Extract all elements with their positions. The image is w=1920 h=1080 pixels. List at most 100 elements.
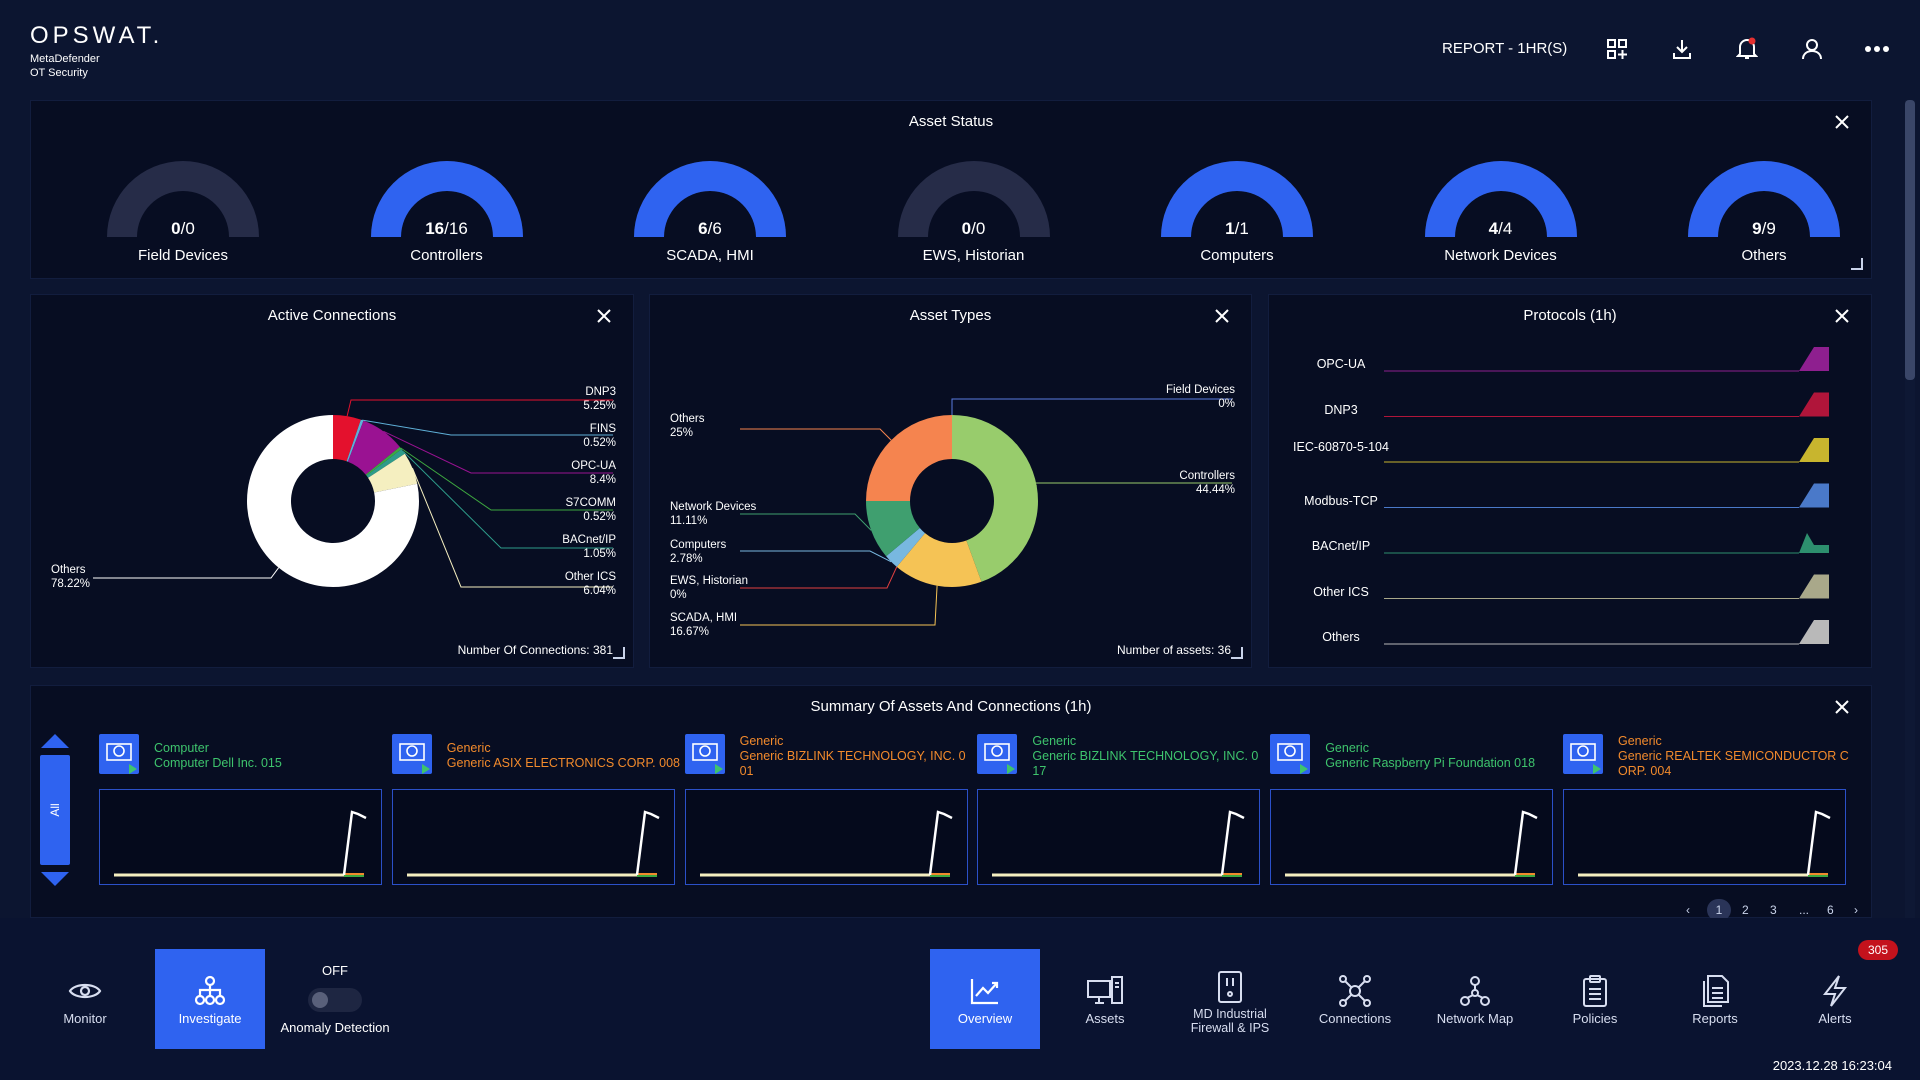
resize-handle[interactable]: [1851, 258, 1863, 270]
slice-network-devices: [866, 501, 920, 557]
nav-alerts[interactable]: Alerts: [1780, 949, 1890, 1049]
asset-card-title[interactable]: Generic Generic REALTEK SEMICONDUCTOR C O…: [1618, 734, 1849, 778]
pager-page-last[interactable]: 6: [1827, 903, 1834, 917]
asset-sparkline-chart[interactable]: [99, 789, 382, 885]
nav-connections[interactable]: Connections: [1300, 949, 1410, 1049]
gauge-3[interactable]: 0/0 EWS, Historian: [874, 161, 1074, 264]
close-icon[interactable]: [595, 307, 613, 325]
lightning-icon: [1780, 971, 1890, 1011]
assets-count: Number of assets: 36: [1116, 643, 1231, 657]
computer-icon: [1050, 971, 1160, 1011]
nav-policies-label: Policies: [1572, 1011, 1618, 1026]
close-icon[interactable]: [1833, 698, 1851, 716]
asset-type-icon[interactable]: [1563, 734, 1603, 774]
close-icon[interactable]: [1833, 307, 1851, 325]
protocol-name: OPC-UA: [1316, 357, 1366, 371]
gauge-0[interactable]: 0/0 Field Devices: [83, 161, 283, 264]
asset-card-title[interactable]: Generic Generic ASIX ELECTRONICS CORP. 00…: [446, 741, 680, 770]
gauge-4[interactable]: 1/1 Computers: [1137, 161, 1337, 264]
gauge-value: 0/0: [171, 219, 195, 238]
product-line-1: MetaDefender: [30, 53, 100, 65]
logo: OPSWAT. MetaDefender OT Security: [30, 22, 163, 80]
protocol-name: IEC-60870-5-104: [1293, 440, 1389, 454]
pager-page-3[interactable]: 3: [1770, 903, 1777, 917]
slice-controllers: [952, 415, 1038, 582]
protocol-sparkline: [1799, 483, 1829, 508]
hierarchy-icon: [1420, 971, 1530, 1011]
pager-next[interactable]: ›: [1854, 903, 1858, 917]
nav-reports[interactable]: Reports: [1660, 949, 1770, 1049]
user-icon[interactable]: [1799, 36, 1825, 62]
asset-sparkline-chart[interactable]: [684, 789, 968, 885]
asset-type-icon[interactable]: [391, 734, 432, 774]
bell-icon[interactable]: [1734, 36, 1760, 62]
protocol-sparkline: [1799, 533, 1829, 553]
panel-title: Asset Status: [908, 113, 994, 130]
nav-firewall[interactable]: MD Industrial Firewall & IPS: [1175, 949, 1285, 1049]
nav-firewall-label-1: MD Industrial: [1193, 1007, 1267, 1021]
gauge-arc: [1161, 161, 1313, 237]
asset-type-icon[interactable]: [99, 734, 139, 774]
scroll-down-icon[interactable]: [40, 871, 70, 887]
panel-title: Summary Of Assets And Connections (1h): [810, 698, 1092, 715]
gauge-2[interactable]: 6/6 SCADA, HMI: [610, 161, 810, 264]
resize-handle[interactable]: [1231, 647, 1243, 659]
scroll-up-icon[interactable]: [40, 733, 70, 749]
leader-line: [951, 398, 1232, 415]
asset-card-title[interactable]: Generic Generic BIZLINK TECHNOLOGY, INC. …: [1032, 734, 1259, 778]
slice-others: [866, 415, 952, 501]
gauge-6[interactable]: 9/9 Others: [1664, 161, 1864, 264]
close-icon[interactable]: [1833, 113, 1851, 131]
leader-line: [362, 419, 613, 436]
slice-label: DNP3 5.25%: [583, 386, 616, 412]
gauge-label: Others: [1741, 247, 1787, 264]
slice-computers: [886, 527, 926, 567]
nav-overview[interactable]: Overview: [930, 949, 1040, 1049]
gauge-5[interactable]: 4/4 Network Devices: [1401, 161, 1601, 264]
apps-add-icon[interactable]: [1604, 36, 1630, 62]
asset-type-icon[interactable]: [684, 734, 725, 774]
nav-monitor[interactable]: Monitor: [30, 949, 140, 1049]
gauge-arc: [107, 161, 259, 237]
filter-all-label: All: [48, 803, 62, 817]
nav-overview-label: Overview: [957, 1011, 1013, 1026]
filter-all-button[interactable]: All: [40, 755, 70, 865]
asset-sparkline-chart[interactable]: [977, 789, 1261, 885]
close-icon[interactable]: [1213, 307, 1231, 325]
slice-fins: [346, 419, 364, 462]
asset-sparkline-chart[interactable]: [1563, 789, 1846, 885]
nav-network-map[interactable]: Network Map: [1420, 949, 1530, 1049]
resize-handle[interactable]: [613, 647, 625, 659]
asset-card-title[interactable]: Computer Computer Dell Inc. 015: [154, 741, 282, 770]
download-icon[interactable]: [1669, 36, 1695, 62]
asset-types-chart: [740, 398, 1232, 626]
pager-page-1[interactable]: 1: [1707, 899, 1731, 921]
slice-other-ics: [368, 453, 418, 493]
report-selector[interactable]: REPORT - 1HR(S): [1442, 40, 1568, 57]
nav-network-map-label: Network Map: [1436, 1011, 1514, 1026]
scrollbar-thumb[interactable]: [1905, 100, 1915, 380]
anomaly-toggle[interactable]: [308, 988, 362, 1012]
more-icon[interactable]: [1864, 36, 1890, 62]
protocol-name: Modbus-TCP: [1304, 493, 1378, 508]
asset-card-title[interactable]: Generic Generic Raspberry Pi Foundation 0…: [1325, 741, 1536, 770]
asset-sparkline-chart[interactable]: [391, 789, 675, 885]
asset-card-title[interactable]: Generic Generic BIZLINK TECHNOLOGY, INC. …: [739, 734, 966, 778]
nav-investigate[interactable]: Investigate: [155, 949, 265, 1049]
pager-prev[interactable]: ‹: [1686, 903, 1690, 917]
gauge-1[interactable]: 16/16 Controllers: [347, 161, 547, 264]
gauge-value: 6/6: [698, 219, 722, 238]
nav-reports-label: Reports: [1692, 1011, 1738, 1026]
pager-page-2[interactable]: 2: [1742, 903, 1749, 917]
asset-sparkline-chart[interactable]: [1270, 789, 1554, 885]
gauge-arc: [897, 161, 1050, 237]
leader-line: [400, 447, 613, 511]
asset-type-icon[interactable]: [977, 734, 1018, 774]
nav-assets[interactable]: Assets: [1050, 949, 1160, 1049]
asset-type-icon[interactable]: [1270, 734, 1311, 774]
gauge-arc: [1688, 161, 1840, 237]
protocol-sparkline: [1799, 392, 1829, 417]
slice-s7comm: [365, 446, 402, 476]
scrollbar-track[interactable]: [1905, 100, 1915, 918]
nav-policies[interactable]: Policies: [1540, 949, 1650, 1049]
